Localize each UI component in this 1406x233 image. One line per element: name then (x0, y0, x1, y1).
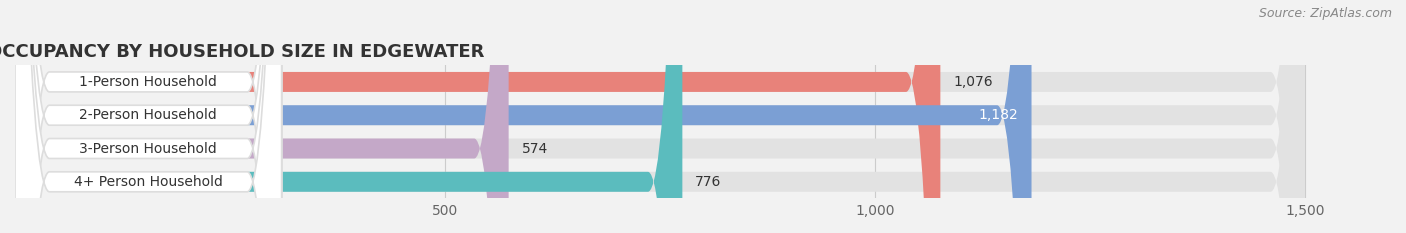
Text: Source: ZipAtlas.com: Source: ZipAtlas.com (1258, 7, 1392, 20)
FancyBboxPatch shape (15, 0, 1305, 233)
FancyBboxPatch shape (15, 0, 941, 233)
Text: 574: 574 (522, 141, 548, 155)
FancyBboxPatch shape (15, 0, 281, 233)
FancyBboxPatch shape (15, 0, 1305, 233)
FancyBboxPatch shape (15, 0, 509, 233)
Text: 1,076: 1,076 (953, 75, 993, 89)
Text: OCCUPANCY BY HOUSEHOLD SIZE IN EDGEWATER: OCCUPANCY BY HOUSEHOLD SIZE IN EDGEWATER (0, 43, 485, 61)
Text: 1-Person Household: 1-Person Household (79, 75, 218, 89)
FancyBboxPatch shape (15, 0, 1305, 233)
Text: 1,182: 1,182 (979, 108, 1018, 122)
Text: 776: 776 (695, 175, 721, 189)
Text: 3-Person Household: 3-Person Household (79, 141, 217, 155)
FancyBboxPatch shape (15, 0, 281, 233)
Text: 4+ Person Household: 4+ Person Household (75, 175, 222, 189)
FancyBboxPatch shape (15, 0, 281, 233)
FancyBboxPatch shape (15, 0, 1305, 233)
FancyBboxPatch shape (15, 0, 1032, 233)
FancyBboxPatch shape (15, 0, 281, 233)
FancyBboxPatch shape (15, 0, 682, 233)
Text: 2-Person Household: 2-Person Household (79, 108, 217, 122)
